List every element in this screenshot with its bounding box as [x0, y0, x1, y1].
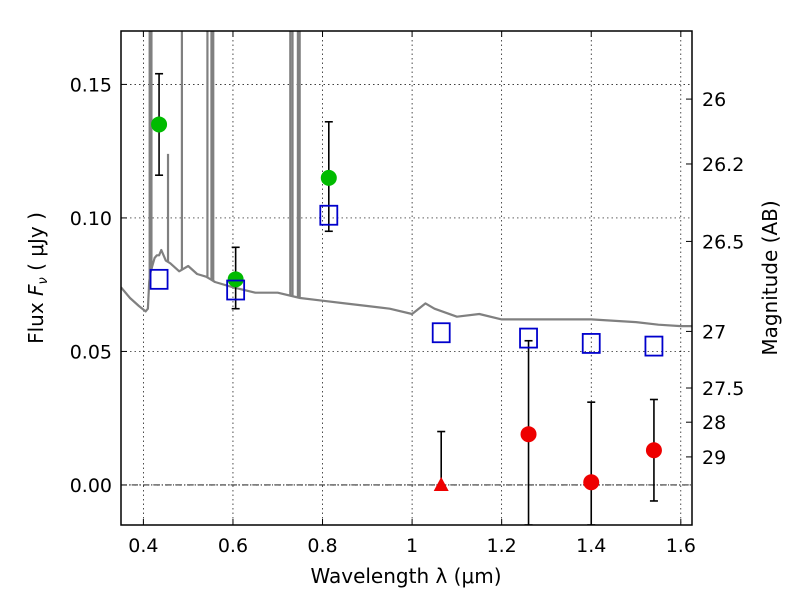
nir-flux-point	[645, 442, 662, 459]
right-tick-label: 26.2	[702, 154, 744, 176]
x-tick-label: 1	[406, 535, 418, 557]
right-axis-title: Magnitude (AB)	[758, 200, 782, 355]
right-tick-label: 27.5	[702, 378, 744, 400]
model-flux-square	[149, 268, 169, 290]
x-tick-label: 0.4	[128, 535, 158, 557]
x-axis-title: Wavelength λ (μm)	[310, 564, 501, 588]
right-tick-label: 29	[702, 447, 726, 469]
detection-point	[151, 116, 168, 133]
right-tick-label: 26.5	[702, 231, 744, 253]
y-tick-label: 0.15	[70, 74, 112, 96]
y-tick-label: 0.05	[70, 341, 112, 363]
model-flux-square	[226, 279, 246, 301]
axis-ticks: 0.4 0.6 0.8 1 1.2 1.4 1.6 0.00 0.05 0.10 0.15 26 26.…	[70, 31, 744, 557]
x-tick-label: 1.6	[666, 535, 696, 557]
x-tick-label: 1.2	[487, 535, 517, 557]
data-points-layer	[149, 116, 664, 491]
right-tick-label: 27	[702, 321, 726, 343]
y-tick-label: 0.00	[70, 475, 112, 497]
upper-limit-triangle	[433, 476, 449, 491]
x-tick-label: 0.8	[307, 535, 337, 557]
nir-flux-point	[583, 474, 600, 491]
right-tick-label: 28	[702, 412, 726, 434]
model-flux-square	[581, 333, 601, 354]
grid-lines	[121, 31, 692, 525]
detection-point	[227, 271, 244, 288]
x-tick-label: 0.6	[218, 535, 248, 557]
detection-point	[320, 169, 337, 186]
y-tick-label: 0.10	[70, 208, 112, 230]
y-axis-title: Flux Fν ( μJy )	[24, 212, 51, 344]
nir-flux-point	[520, 426, 537, 443]
right-tick-label: 26	[702, 89, 726, 111]
model-flux-square	[319, 204, 339, 226]
x-tick-label: 1.4	[576, 535, 606, 557]
plot-frame	[120, 30, 693, 526]
model-sed-layer	[121, 31, 692, 328]
model-flux-square	[431, 322, 451, 344]
model-flux-square	[519, 327, 538, 349]
model-flux-square	[644, 335, 664, 357]
